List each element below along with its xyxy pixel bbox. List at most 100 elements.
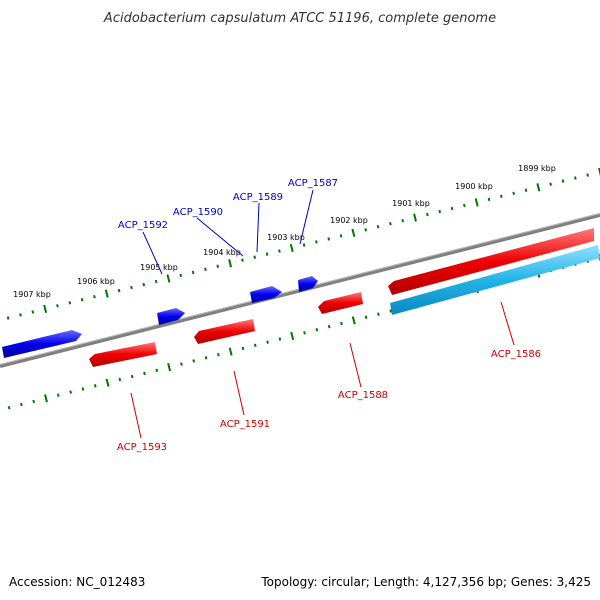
minor-tick [561, 179, 565, 183]
minor-tick [93, 295, 96, 299]
leader-acp1587 [299, 189, 314, 245]
major-tick [104, 289, 109, 298]
gene-feature-acp1587[interactable] [298, 276, 318, 292]
major-tick [290, 331, 295, 341]
minor-tick [340, 321, 343, 326]
minor-tick [389, 222, 392, 226]
gene-label-acp1587[interactable]: ACP_1587 [288, 178, 338, 189]
tick-labels: 1899 kbp 1900 kbp 1901 kbp 1902 kbp 1903… [13, 164, 556, 299]
leader-acp1588 [349, 342, 362, 388]
leader-acp1586 [500, 301, 515, 346]
major-tick [43, 304, 48, 313]
leader-acp1590 [196, 217, 244, 257]
gene-feature-other-strand[interactable] [390, 245, 600, 315]
minor-tick [401, 218, 405, 223]
gene-feature-acp1591[interactable] [194, 319, 255, 344]
minor-tick [7, 406, 11, 410]
minor-tick [130, 374, 134, 379]
gene-label-acp1593[interactable]: ACP_1593 [117, 442, 167, 453]
gene-label-acp1586[interactable]: ACP_1586 [491, 349, 541, 360]
minor-tick [241, 258, 244, 262]
minor-tick [524, 188, 528, 192]
gene-label-acp1589[interactable]: ACP_1589 [233, 192, 283, 203]
minor-tick [339, 234, 343, 238]
minor-tick [216, 264, 220, 268]
minor-tick [549, 182, 553, 186]
minor-tick [6, 316, 10, 320]
tick-label-1900: 1900 kbp [455, 182, 493, 191]
minor-tick [327, 324, 331, 329]
leader-acp1592 [142, 231, 163, 275]
minor-tick [303, 331, 306, 335]
minor-tick [376, 225, 380, 229]
gene-label-acp1588[interactable]: ACP_1588 [338, 390, 388, 401]
minor-tick [32, 399, 36, 404]
minor-tick [487, 197, 491, 202]
minor-tick [586, 173, 589, 177]
minor-tick [80, 298, 84, 302]
major-tick [228, 259, 233, 268]
minor-tick [192, 359, 196, 363]
reverse-genes [89, 228, 600, 367]
minor-tick [512, 191, 516, 195]
minor-tick [68, 301, 72, 305]
minor-tick [19, 313, 22, 317]
map-title: Acidobacterium capsulatum ATCC 51196, co… [103, 11, 496, 26]
minor-tick [302, 243, 306, 247]
major-tick [228, 347, 233, 356]
minor-tick [143, 371, 146, 376]
gene-feature-acp1593[interactable] [89, 342, 157, 367]
minor-tick [69, 390, 72, 394]
minor-tick [31, 310, 35, 314]
minor-tick [180, 362, 183, 366]
gene-label-acp1590[interactable]: ACP_1590 [173, 207, 223, 218]
minor-tick [574, 176, 577, 180]
leader-acp1593 [130, 392, 142, 439]
major-tick [413, 213, 417, 222]
minor-tick [265, 252, 269, 256]
minor-tick [155, 368, 159, 372]
minor-tick [266, 340, 269, 344]
minor-tick [500, 194, 503, 199]
tick-label-1907: 1907 kbp [13, 290, 51, 299]
minor-tick [191, 270, 195, 275]
minor-tick [241, 346, 245, 351]
outer-tick-ring [6, 167, 600, 320]
gene-label-acp1592[interactable]: ACP_1592 [118, 220, 168, 231]
tick-label-1903: 1903 kbp [267, 233, 305, 242]
tick-label-1906: 1906 kbp [77, 277, 115, 286]
gene-label-acp1591[interactable]: ACP_1591 [220, 419, 270, 430]
minor-tick [204, 356, 208, 360]
gene-feature-acp1586[interactable] [388, 228, 594, 295]
minor-tick [142, 282, 146, 287]
major-tick [351, 316, 356, 325]
gene-feature-acp1588[interactable] [318, 292, 363, 314]
leader-acp1589 [256, 202, 260, 253]
minor-tick [56, 304, 59, 308]
major-tick [105, 378, 110, 387]
tick-label-1904: 1904 kbp [203, 248, 241, 257]
minor-tick [438, 209, 442, 214]
gene-labels: ACP_1587 ACP_1589 ACP_1590 ACP_1592 ACP_… [117, 178, 541, 453]
major-tick [598, 167, 600, 177]
minor-tick [117, 288, 121, 293]
minor-tick [20, 402, 23, 407]
minor-tick [327, 237, 331, 241]
tick-label-1901: 1901 kbp [392, 199, 430, 208]
minor-tick [364, 228, 368, 232]
minor-tick [450, 206, 454, 211]
minor-tick [93, 384, 97, 388]
minor-tick [463, 203, 466, 208]
minor-tick [278, 337, 282, 341]
minor-tick [217, 352, 220, 357]
major-tick [44, 394, 48, 403]
tick-label-1899: 1899 kbp [518, 164, 556, 173]
leader-acp1591 [233, 370, 245, 416]
minor-tick [315, 240, 318, 244]
gene-feature-acp1592[interactable] [157, 308, 185, 325]
accession-text: Accession: NC_012483 [9, 575, 145, 589]
gene-feature-acp1589[interactable] [250, 286, 282, 303]
major-tick [351, 228, 356, 237]
gene-feature-left-forward[interactable] [2, 330, 82, 358]
